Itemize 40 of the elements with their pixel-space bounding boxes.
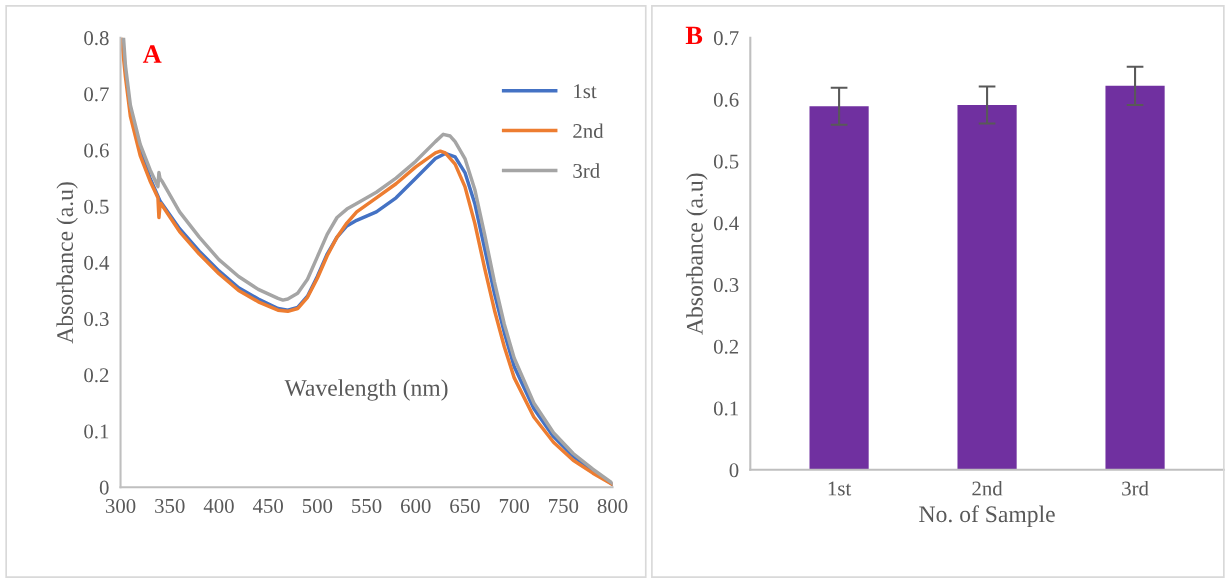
annotation: A — [142, 45, 162, 63]
x-tick-label: 350 — [155, 498, 185, 513]
x-axis-title: Wavelength (nm) — [284, 379, 448, 401]
x-tick-label: 500 — [302, 498, 333, 513]
x-tick-label: 700 — [499, 498, 529, 513]
y-tick-label: 0.6 — [713, 92, 739, 107]
y-tick-label: 0.2 — [84, 368, 109, 383]
y-tick-label: 0.5 — [84, 199, 109, 214]
legend-label: 1st — [574, 84, 597, 99]
x-tick-label: 1st — [828, 481, 852, 496]
x-tick-label: 2nd — [972, 480, 1003, 496]
y-tick-label: 0.8 — [84, 31, 109, 46]
x-tick-label: 550 — [352, 498, 382, 513]
y-axis-title: Absorbance (a.u) — [56, 182, 78, 344]
y-tick-label: 0.1 — [84, 424, 109, 439]
y-axis-title: Absorbance (a.u) — [686, 173, 708, 335]
legend-label: 2nd — [573, 123, 604, 139]
y-tick-label: 0.4 — [84, 255, 110, 270]
y-tick-label: 0 — [729, 463, 739, 478]
y-tick-label: 0.5 — [713, 154, 739, 169]
legend-label: 3rd — [573, 163, 600, 178]
x-tick-label: 650 — [450, 498, 480, 513]
x-tick-label: 750 — [549, 498, 579, 513]
y-tick-label: 0 — [99, 480, 109, 495]
x-tick-label: 450 — [252, 498, 283, 513]
y-tick-label: 0.3 — [84, 312, 109, 327]
x-tick-label: 400 — [203, 498, 234, 513]
x-axis-title: No. of Sample — [919, 505, 1055, 528]
y-tick-label: 0.7 — [84, 87, 109, 102]
y-tick-label: 0.1 — [713, 401, 738, 416]
x-tick-label: 800 — [597, 498, 628, 513]
y-tick-label: 0.6 — [84, 143, 109, 158]
text: B — [685, 26, 703, 45]
y-tick-label: 0.4 — [713, 216, 739, 231]
y-tick-label: 0.7 — [713, 31, 739, 46]
x-tick-label: 300 — [105, 498, 136, 513]
y-tick-label: 0.3 — [713, 277, 739, 293]
x-tick-label: 3rd — [1122, 480, 1149, 496]
y-tick-label: 0.2 — [713, 339, 739, 354]
x-tick-label: 600 — [401, 498, 431, 513]
